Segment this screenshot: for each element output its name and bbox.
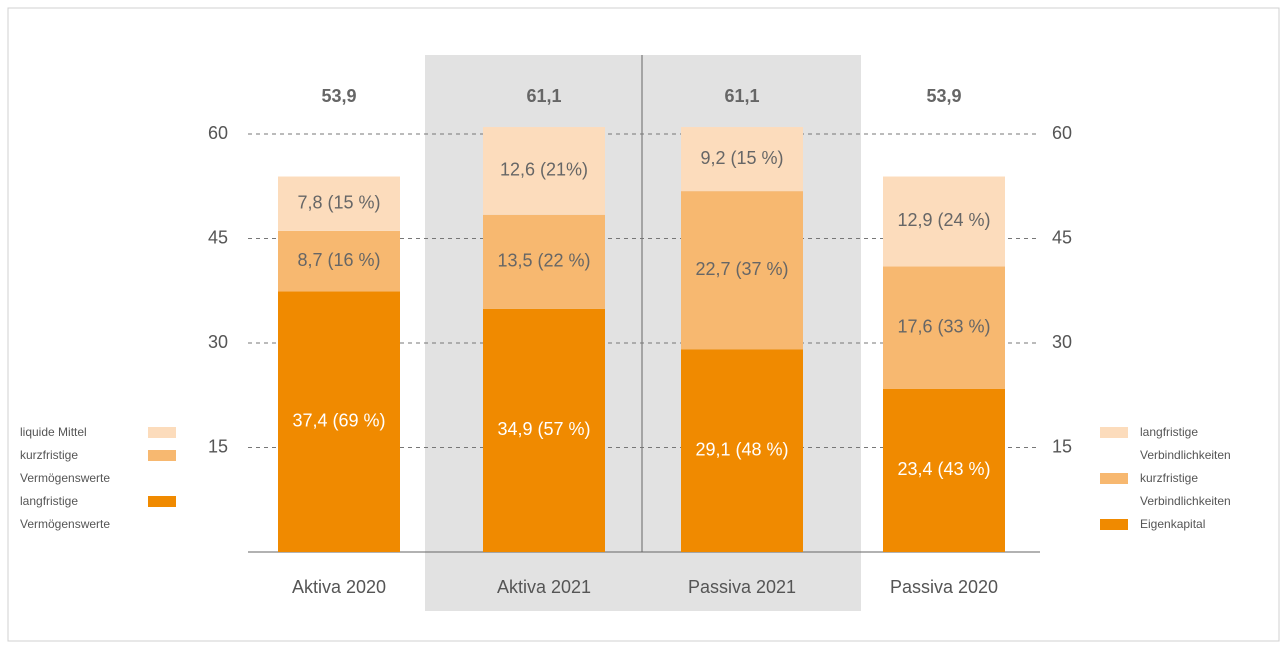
legend-swatch [148, 427, 176, 438]
data-label: 9,2 (15 %) [700, 148, 783, 168]
bar-segment [278, 291, 400, 552]
data-label: 23,4 (43 %) [897, 459, 990, 479]
legend-label: Eigenkapital [1140, 517, 1206, 531]
bar-segment [278, 230, 400, 292]
bar-segment [483, 127, 605, 215]
x-tick-label: Passiva 2021 [688, 577, 796, 597]
legend-swatch [1100, 473, 1128, 484]
total-label: 53,9 [321, 86, 356, 106]
bar-segment [883, 176, 1005, 267]
x-tick-label: Passiva 2020 [890, 577, 998, 597]
legend-label: langfristige Verbindlichkeiten [1140, 425, 1231, 462]
y2-tick-label: 60 [1052, 123, 1072, 143]
legend-swatch [148, 450, 176, 461]
legend-item: kurzfristige Vermögenswerte [20, 444, 190, 490]
y2-tick-label: 45 [1052, 227, 1072, 247]
data-label: 37,4 (69 %) [292, 410, 385, 430]
y-tick-label: 30 [208, 332, 228, 352]
bar-segment [483, 308, 605, 552]
data-label: 8,7 (16 %) [297, 250, 380, 270]
legend-item: Eigenkapital [1100, 513, 1220, 536]
legend-swatch [1100, 519, 1128, 530]
data-label: 17,6 (33 %) [897, 316, 990, 336]
y2-tick-label: 15 [1052, 436, 1072, 456]
bar-segment [681, 349, 803, 552]
data-label: 13,5 (22 %) [497, 251, 590, 271]
legend-swatch [1100, 427, 1128, 438]
total-label: 61,1 [526, 86, 561, 106]
data-label: 12,6 (21%) [500, 160, 588, 180]
total-label: 53,9 [926, 86, 961, 106]
total-label: 61,1 [724, 86, 759, 106]
x-tick-label: Aktiva 2020 [292, 577, 386, 597]
y-tick-label: 15 [208, 436, 228, 456]
bar-segment [883, 266, 1005, 389]
frame [7, 7, 1280, 642]
data-label: 12,9 (24 %) [897, 210, 990, 230]
bar-segment [278, 176, 400, 231]
bar-segment [681, 127, 803, 192]
legend-item: kurzfristige Verbindlichkeiten [1100, 467, 1231, 513]
x-tick-label: Aktiva 2021 [497, 577, 591, 597]
legend-swatch [148, 496, 176, 507]
legend-right: langfristige Verbindlichkeiten kurzfristi… [1100, 421, 1231, 536]
legend-item: liquide Mittel [20, 421, 190, 444]
legend-label: liquide Mittel [20, 425, 87, 439]
legend-item: langfristige Verbindlichkeiten [1100, 421, 1231, 467]
data-label: 22,7 (37 %) [695, 259, 788, 279]
data-label: 34,9 (57 %) [497, 419, 590, 439]
legend-label: kurzfristige Verbindlichkeiten [1140, 471, 1231, 508]
y2-tick-label: 30 [1052, 332, 1072, 352]
data-label: 29,1 (48 %) [695, 439, 788, 459]
y-tick-label: 45 [208, 227, 228, 247]
data-label: 7,8 (15 %) [297, 192, 380, 212]
legend-item: langfristige Vermögenswerte [20, 490, 190, 536]
legend-left: liquide Mittel kurzfristige Vermögenswert… [20, 421, 190, 536]
bar-segment [883, 388, 1005, 552]
bar-segment [483, 214, 605, 309]
y-tick-label: 60 [208, 123, 228, 143]
legend-label: langfristige Vermögenswerte [20, 494, 111, 531]
bar-segment [681, 191, 803, 350]
legend-label: kurzfristige Vermögenswerte [20, 448, 111, 485]
